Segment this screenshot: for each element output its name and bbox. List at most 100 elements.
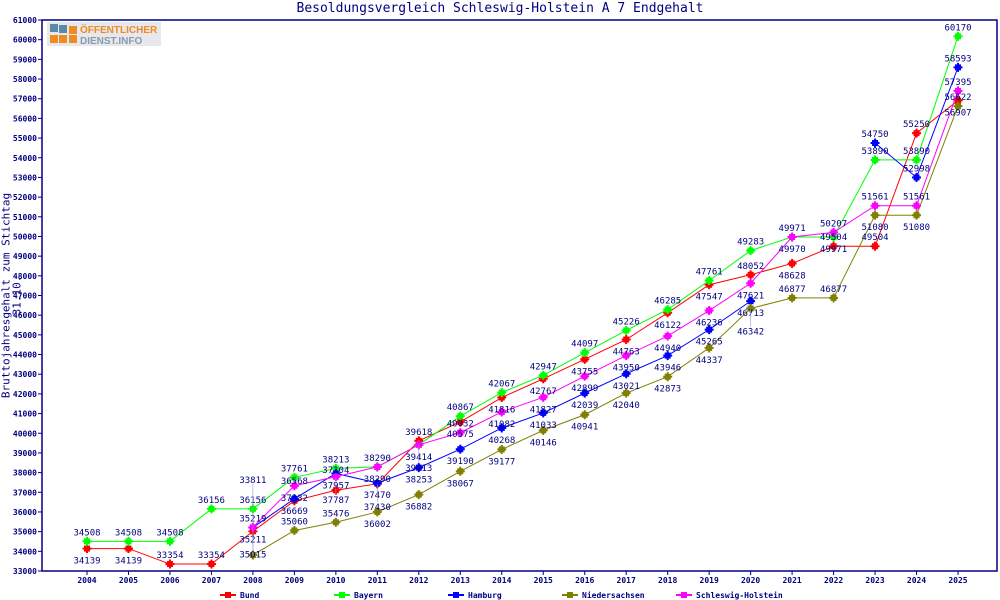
data-label: 37430	[364, 503, 391, 513]
y-tick-label: 35000	[13, 528, 37, 537]
data-label: 51561	[862, 193, 889, 203]
y-tick-label: 34000	[13, 547, 37, 556]
x-tick-label: 2011	[368, 576, 387, 585]
data-label: 54750	[862, 130, 889, 140]
data-label: 46342	[737, 327, 764, 337]
data-label: 56907	[944, 109, 971, 119]
x-tick-label: 2022	[824, 576, 843, 585]
y-tick-label: 51000	[13, 213, 37, 222]
legend-label: Bund	[240, 591, 259, 600]
data-label: 48052	[737, 262, 764, 272]
data-label: 44940	[654, 344, 681, 354]
data-label: 40575	[447, 430, 474, 440]
data-label: 60170	[944, 23, 971, 33]
y-tick-label: 56000	[13, 114, 37, 123]
data-label: 33354	[156, 551, 183, 561]
y-tick-label: 40000	[13, 429, 37, 438]
data-label: 36882	[405, 503, 432, 513]
y-tick-label: 49000	[13, 252, 37, 261]
y-tick-label: 57000	[13, 95, 37, 104]
data-label: 41033	[530, 421, 557, 431]
data-label: 40146	[530, 438, 557, 448]
data-label: 40032	[447, 420, 474, 430]
data-label: 44763	[613, 348, 640, 358]
y-tick-label: 55000	[13, 134, 37, 143]
data-label: 42873	[654, 385, 681, 395]
y-tick-label: 48000	[13, 272, 37, 281]
data-label: 38253	[405, 476, 432, 486]
data-label: 52998	[903, 164, 930, 174]
y-tick-label: 36000	[13, 508, 37, 517]
data-label: 50207	[820, 219, 847, 229]
data-label: 46285	[654, 297, 681, 307]
data-label: 44337	[696, 356, 723, 366]
y-tick-label: 46000	[13, 311, 37, 320]
x-tick-label: 2015	[534, 576, 553, 585]
data-label: 42767	[530, 387, 557, 397]
svg-text:ÖFFENTLICHER: ÖFFENTLICHER	[80, 23, 158, 36]
legend-marker	[225, 592, 231, 598]
data-label: 55250	[903, 120, 930, 130]
x-tick-label: 2012	[409, 576, 428, 585]
svg-text:DIENST.INFO: DIENST.INFO	[80, 36, 142, 46]
data-label: 40268	[488, 436, 515, 446]
y-tick-label: 33000	[13, 567, 37, 576]
y-tick-label: 41000	[13, 410, 37, 419]
data-label: 45265	[696, 338, 723, 348]
legend-label: Schleswig-Holstein	[696, 590, 783, 600]
data-label: 42040	[613, 401, 640, 411]
data-label: 58593	[944, 54, 971, 64]
x-tick-label: 2009	[285, 576, 304, 585]
data-label: 35060	[281, 517, 308, 527]
y-tick-label: 58000	[13, 75, 37, 84]
data-label: 45226	[613, 317, 640, 327]
data-label: 43755	[571, 367, 598, 377]
y-tick-label: 53000	[13, 173, 37, 182]
data-label: 36156	[198, 496, 225, 506]
data-label: 38290	[364, 475, 391, 485]
y-tick-label: 59000	[13, 55, 37, 64]
x-tick-label: 2014	[492, 576, 511, 585]
data-label: 47547	[696, 293, 723, 303]
x-tick-label: 2024	[907, 576, 926, 585]
data-label: 35476	[322, 509, 349, 519]
data-label: 43946	[654, 364, 681, 374]
data-label: 51080	[903, 223, 930, 233]
data-label: 34508	[115, 528, 142, 538]
legend-marker	[567, 592, 573, 598]
x-tick-label: 2018	[658, 576, 677, 585]
data-label: 56622	[944, 93, 971, 103]
data-label: 48628	[779, 271, 806, 281]
data-label: 38290	[364, 454, 391, 464]
y-tick-label: 42000	[13, 390, 37, 399]
data-label: 42947	[530, 362, 557, 372]
legend-label: Niedersachsen	[582, 590, 645, 600]
series-line-schleswig-holstein	[252, 90, 959, 528]
data-label: 42039	[571, 401, 598, 411]
logo-image: ÖFFENTLICHER DIENST.INFO	[50, 23, 158, 46]
series-line-bund	[87, 100, 959, 565]
data-label: 46236	[696, 319, 723, 329]
y-tick-label: 50000	[13, 232, 37, 241]
y-tick-label: 45000	[13, 331, 37, 340]
x-tick-label: 2021	[782, 576, 801, 585]
data-label: 53890	[903, 147, 930, 157]
data-label: 39190	[447, 457, 474, 467]
y-tick-label: 44000	[13, 351, 37, 360]
data-label: 43021	[613, 382, 640, 392]
data-label: 34508	[156, 528, 183, 538]
data-label: 49971	[820, 245, 847, 255]
data-label: 49283	[737, 238, 764, 248]
data-label: 36002	[364, 520, 391, 530]
data-label: 49971	[779, 224, 806, 234]
data-label: 39413	[405, 464, 432, 474]
y-tick-label: 52000	[13, 193, 37, 202]
data-label: 35015	[239, 550, 266, 560]
data-label: 49504	[862, 233, 889, 243]
data-label: 40941	[571, 423, 598, 433]
y-tick-label: 54000	[13, 154, 37, 163]
data-label: 43950	[613, 364, 640, 374]
data-label: 46877	[779, 285, 806, 295]
data-label: 51080	[862, 223, 889, 233]
data-label: 46877	[820, 285, 847, 295]
